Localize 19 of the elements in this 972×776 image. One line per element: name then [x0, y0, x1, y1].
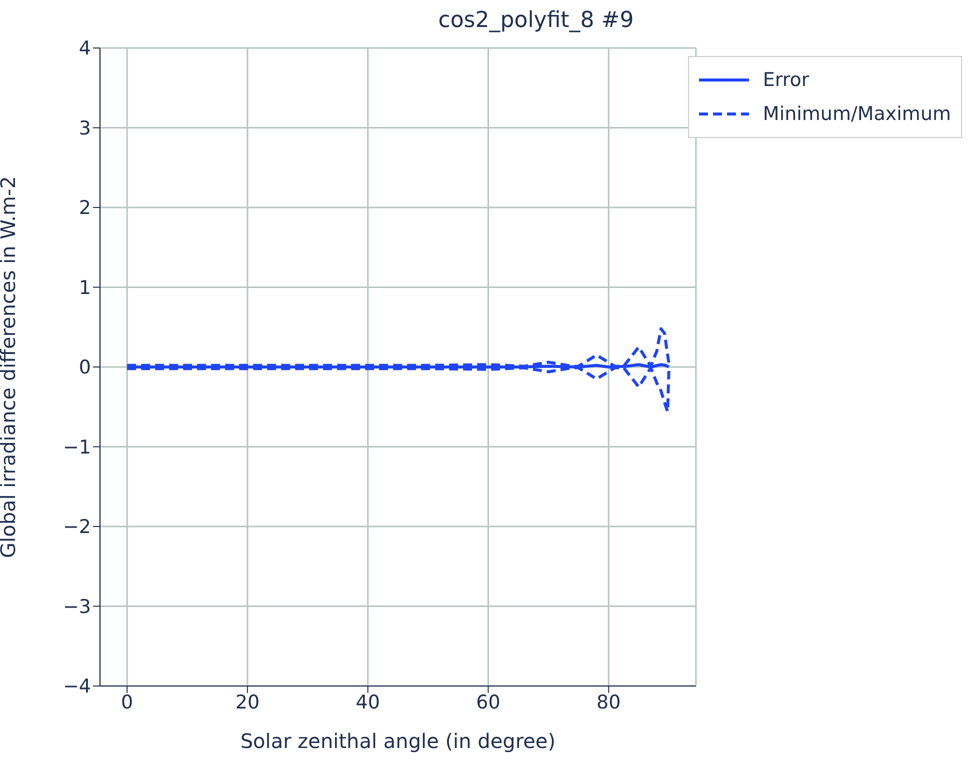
legend-label: Minimum/Maximum — [762, 103, 951, 125]
y-axis-title: Global irradiance differences in W.m-2 — [0, 176, 20, 558]
y-tick-label: −2 — [62, 516, 91, 538]
x-axis-title: Solar zenithal angle (in degree) — [240, 729, 556, 753]
x-tick-label: 80 — [596, 691, 621, 714]
x-tick-label: 20 — [235, 691, 260, 714]
y-tick-label: −3 — [62, 596, 91, 618]
y-tick-label: 4 — [78, 38, 91, 60]
chart-title: cos2_polyfit_8 #9 — [437, 8, 635, 33]
x-tick-label: 40 — [356, 691, 380, 714]
y-tick-label: 3 — [78, 117, 91, 140]
y-tick-label: −1 — [62, 436, 91, 458]
y-tick-label: 2 — [78, 197, 91, 220]
legend-label: Error — [762, 69, 810, 91]
y-tick-label: −4 — [62, 676, 91, 698]
y-tick-label: 0 — [78, 356, 91, 379]
y-tick-label: 1 — [78, 276, 91, 299]
x-tick-label: 60 — [476, 691, 500, 714]
x-tick-label: 0 — [121, 691, 134, 714]
